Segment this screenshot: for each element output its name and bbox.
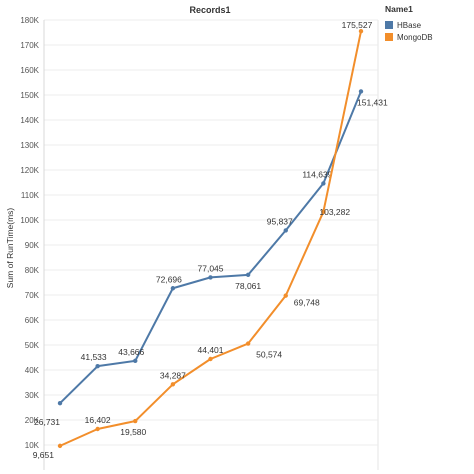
y-tick-label: 130K (20, 141, 39, 150)
data-label: 72,696 (156, 274, 182, 284)
gridlines (44, 19, 379, 470)
y-tick-label: 120K (20, 166, 39, 175)
data-point (170, 382, 176, 387)
data-label: 26,731 (34, 417, 60, 427)
series-line-mongodb (59, 30, 362, 447)
y-tick-label: 70K (25, 291, 40, 300)
y-tick-label: 160K (20, 66, 39, 75)
data-point (321, 209, 326, 214)
y-tick-label: 90K (25, 241, 40, 250)
data-label: 34,287 (160, 370, 186, 380)
data-point (245, 272, 251, 278)
y-tick-label: 150K (20, 91, 39, 100)
y-tick-label: 60K (25, 316, 40, 325)
legend-title: Name1 (385, 4, 413, 14)
legend-swatch (385, 21, 393, 29)
series-layer: 26,731 41,533 43,666 72,696 77,045 78,061 95,8… (33, 20, 388, 460)
data-label: 44,401 (198, 345, 224, 355)
data-point (133, 358, 138, 364)
data-label: 77,045 (198, 263, 224, 273)
data-point (170, 286, 176, 291)
y-tick-label: 170K (20, 41, 39, 50)
data-label: 43,666 (118, 347, 144, 357)
data-point (208, 275, 213, 280)
data-label: 16,402 (85, 415, 111, 425)
y-axis: 10K 20K 30K 40K 50K 60K 70K 80K 90K 100K 110K 120K 1… (20, 16, 45, 470)
y-tick-label: 100K (20, 216, 39, 225)
data-point (57, 400, 63, 406)
data-label: 9,651 (33, 450, 55, 460)
data-label: 103,282 (319, 207, 350, 217)
data-point (208, 356, 213, 362)
data-point (133, 418, 138, 424)
data-label: 69,748 (294, 298, 320, 308)
y-tick-label: 110K (21, 191, 40, 200)
data-point (95, 363, 100, 369)
y-tick-label: 50K (25, 341, 40, 350)
legend-label: MongoDB (397, 33, 433, 42)
series-hbase: 26,731 41,533 43,666 72,696 77,045 78,061 95,8… (34, 89, 388, 427)
data-label: 50,574 (256, 350, 282, 360)
data-label: 19,580 (120, 427, 146, 437)
data-point (57, 443, 63, 449)
y-tick-label: 40K (25, 366, 40, 375)
data-label: 114,639 (302, 169, 332, 179)
data-point (321, 181, 326, 186)
legend-label: HBase (397, 21, 422, 30)
legend: Name1 HBase MongoDB (385, 4, 433, 42)
data-point (245, 341, 251, 346)
data-point (283, 228, 288, 233)
y-tick-label: 10K (25, 441, 40, 450)
data-label: 41,533 (81, 352, 107, 362)
y-tick-label: 180K (20, 16, 39, 25)
series-mongodb: 9,651 16,402 19,580 34,287 44,401 50,574 69,74… (33, 20, 373, 460)
data-point (358, 89, 364, 94)
y-axis-title: Sum of RunTime(ms) (5, 208, 15, 289)
data-label: 95,837 (267, 216, 293, 226)
y-tick-label: 80K (25, 266, 40, 275)
data-label: 78,061 (235, 281, 261, 291)
y-tick-label: 20K (25, 416, 40, 425)
data-label: 175,527 (342, 20, 373, 30)
data-point (358, 28, 364, 34)
data-label: 151,431 (357, 97, 388, 107)
data-point (95, 426, 100, 432)
y-tick-label: 30K (25, 391, 40, 400)
y-tick-label: 140K (20, 116, 39, 125)
data-point (283, 293, 288, 298)
chart-title: Records1 (189, 5, 230, 15)
legend-swatch (385, 33, 393, 41)
